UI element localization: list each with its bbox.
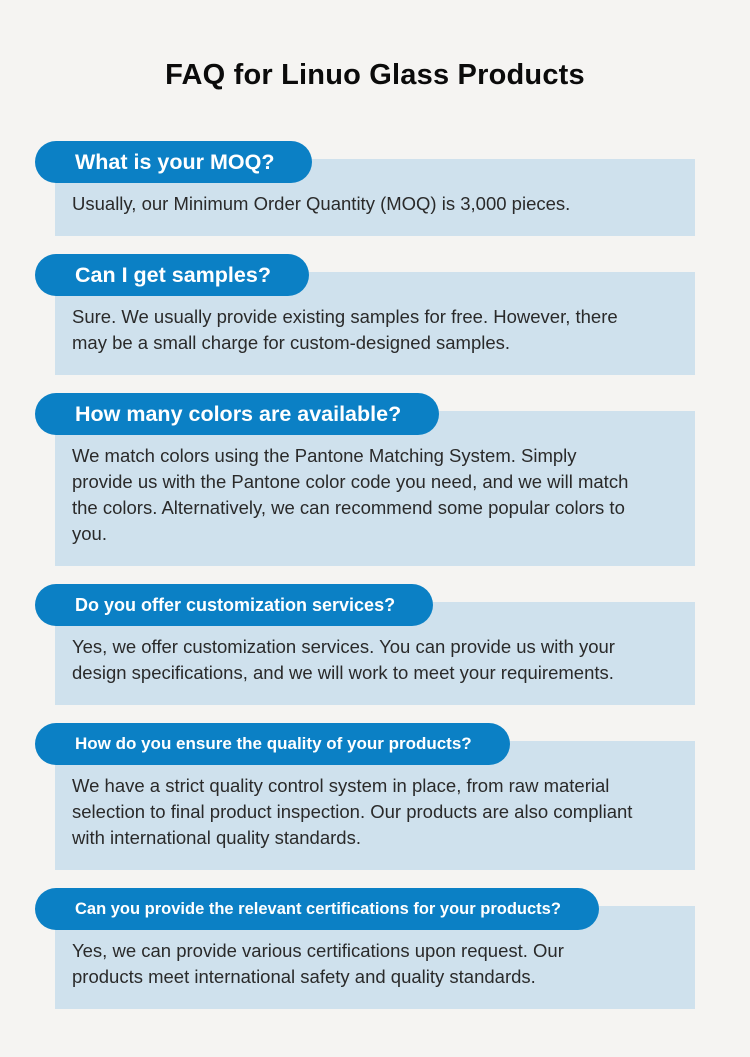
question-pill: How many colors are available? <box>35 393 440 436</box>
question-label: What is your MOQ? <box>75 149 275 174</box>
question-pill: What is your MOQ? <box>35 141 313 184</box>
question-label: How do you ensure the quality of your pr… <box>75 734 472 754</box>
answer-box: We match colors using the Pantone Matchi… <box>55 411 695 567</box>
faq-item-colors: How many colors are available? We match … <box>35 393 750 567</box>
page-title: FAQ for Linuo Glass Products <box>165 59 585 92</box>
answer-box: Usually, our Minimum Order Quantity (MOQ… <box>55 159 695 237</box>
faq-item-customization: Do you offer customization services? Yes… <box>35 584 750 706</box>
question-pill: Can you provide the relevant certificati… <box>35 888 599 931</box>
question-label: Can you provide the relevant certificati… <box>75 899 561 918</box>
question-pill: Can I get samples? <box>35 254 309 297</box>
faq-item-quality: How do you ensure the quality of your pr… <box>35 723 750 871</box>
question-label: How many colors are available? <box>75 401 402 426</box>
faq-item-moq: What is your MOQ? Usually, our Minimum O… <box>35 141 750 237</box>
question-label: Do you offer customization services? <box>75 594 396 615</box>
question-label: Can I get samples? <box>75 262 271 287</box>
faq-item-certifications: Can you provide the relevant certificati… <box>35 888 750 1010</box>
faq-item-samples: Can I get samples? Sure. We usually prov… <box>35 254 750 376</box>
question-pill: Do you offer customization services? <box>35 584 434 627</box>
faq-list: What is your MOQ? Usually, our Minimum O… <box>35 141 750 1010</box>
question-pill: How do you ensure the quality of your pr… <box>35 723 510 766</box>
